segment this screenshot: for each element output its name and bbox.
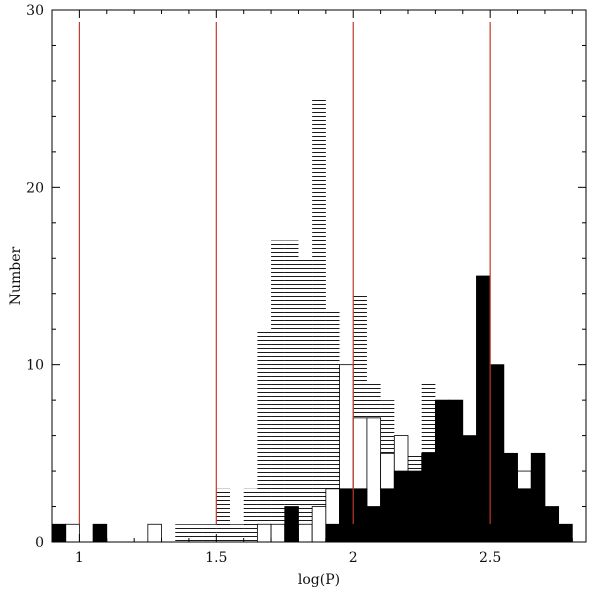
y-axis-ticks: 0 10 20 30 [26,3,586,551]
filled-bar [92,523,108,543]
filled-bar [380,488,395,543]
x-axis-title: log(P) [298,572,340,588]
outline-bar [65,523,80,543]
filled-bar [462,435,477,543]
hatched-bar [284,240,299,543]
hatched-bar [230,524,244,542]
hatched-bar [175,524,189,542]
hatched-bar [216,488,230,542]
outline-bar [298,523,313,543]
filled-bar [366,506,382,543]
filled-bar [339,488,354,543]
filled-bar [393,470,409,543]
y-tick-label: 0 [35,535,44,551]
filled-bar [489,364,505,543]
hatched-bar [257,329,272,542]
filled-bar [421,452,436,543]
outline-bar [311,506,327,543]
filled-bar [517,488,532,543]
outline-bar [270,523,286,543]
reference-lines [78,22,491,524]
hatched-bar [202,524,217,542]
filled-bar [284,506,299,543]
filled-bar [476,275,491,543]
filled-bar [530,452,546,543]
hatched-bar [298,258,313,542]
hatched-bar [188,524,203,542]
y-axis-title: Number [8,246,24,305]
x-tick-label: 1.5 [205,550,227,566]
hatched-bar [271,240,285,543]
filled-bar [352,488,368,543]
filled-bar [558,523,573,543]
filled-bar [407,470,423,543]
y-tick-label: 30 [26,3,44,19]
y-tick-label: 10 [26,358,44,374]
outline-bar [256,523,272,543]
x-axis-ticks: 1 1.5 2 2.5 [75,10,573,566]
hatched-bar [312,98,326,543]
y-tick-label: 20 [26,180,44,196]
filled-bar [434,399,450,543]
filled-bar [51,523,67,543]
filled-bar [448,399,464,543]
filled-bar [544,506,560,543]
x-tick-label: 1 [75,550,84,566]
x-tick-label: 2.5 [479,550,501,566]
plot-frame [51,9,587,543]
outline-bar [147,523,162,543]
filled-bar [325,523,340,543]
hatched-bar [243,488,258,542]
x-tick-label: 2 [349,550,358,566]
filled-bar [503,452,518,543]
hatched-bar [325,311,340,542]
